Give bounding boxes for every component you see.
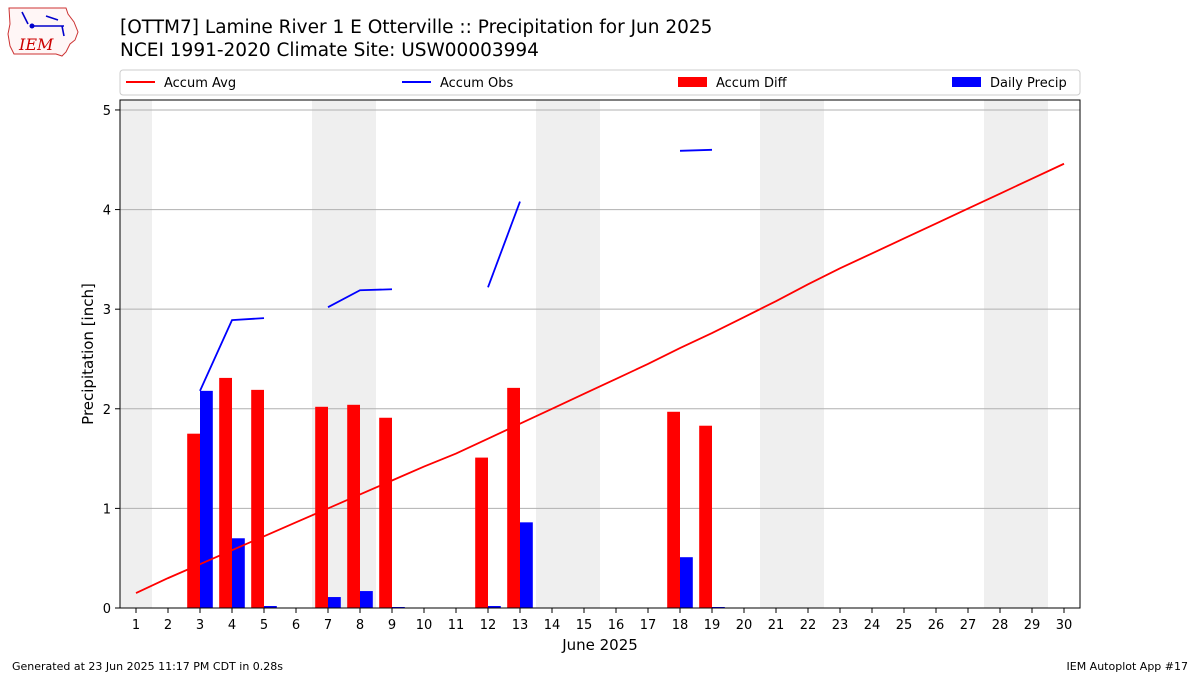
x-tick-label-11: 11 [448, 618, 465, 633]
legend-swatch-4 [952, 77, 981, 87]
daily-precip-bar-18 [680, 557, 693, 608]
x-tick-label-7: 7 [324, 618, 332, 633]
accum-avg-line [135, 162, 1065, 594]
x-tick-label-10: 10 [416, 618, 433, 633]
accum-diff-bar-8 [347, 404, 360, 608]
accum-diff-bar-13 [507, 387, 520, 608]
daily-precip-bar-8 [360, 591, 373, 608]
logo-text: IEM [18, 35, 54, 54]
x-tick-label-9: 9 [388, 618, 396, 633]
x-tick-label-26: 26 [928, 618, 945, 633]
x-tick-label-14: 14 [544, 618, 561, 633]
accum-diff-bar-12 [475, 457, 488, 608]
x-tick-label-20: 20 [736, 618, 753, 633]
y-tick-label-3: 3 [103, 303, 111, 318]
weekend-band-29 [1016, 100, 1048, 608]
iem-logo: IEM [7, 7, 79, 57]
chart-subtitle: NCEI 1991-2020 Climate Site: USW00003994 [120, 40, 539, 61]
accum-diff-bar-5 [251, 389, 264, 608]
x-tick-label-15: 15 [576, 618, 593, 633]
y-tick-label-5: 5 [103, 104, 111, 119]
weekend-band-22 [792, 100, 824, 608]
accum-diff-bar-9 [379, 417, 392, 608]
accum-diff-bar-18 [667, 411, 680, 608]
x-tick-label-21: 21 [768, 618, 785, 633]
app-note: IEM Autoplot App #17 [1066, 660, 1189, 673]
weekend-band-28 [984, 100, 1016, 608]
accum-diff-bar-3 [187, 433, 200, 608]
legend-label-4: Daily Precip [990, 76, 1067, 91]
legend-box [119, 69, 1081, 96]
accum-obs-line-1 [199, 317, 265, 392]
x-tick-label-30: 30 [1056, 618, 1073, 633]
legend-label-2: Accum Obs [440, 76, 513, 91]
x-tick-label-28: 28 [992, 618, 1009, 633]
accum-obs-line-4 [679, 148, 713, 152]
y-axis-label: Precipitation [inch] [79, 283, 97, 425]
legend-swatch-3 [678, 77, 707, 87]
accum-obs-line-3 [487, 201, 521, 288]
x-tick-label-12: 12 [480, 618, 497, 633]
legend-label-1: Accum Avg [164, 76, 236, 91]
x-tick-label-6: 6 [292, 618, 300, 633]
daily-precip-bar-3 [200, 390, 213, 608]
weekend-band-14 [536, 100, 568, 608]
x-tick-label-3: 3 [196, 618, 204, 633]
daily-precip-bar-5 [264, 606, 277, 608]
x-tick-label-29: 29 [1024, 618, 1041, 633]
x-tick-label-13: 13 [512, 618, 529, 633]
plot-frame [119, 99, 1081, 609]
legend-label-3: Accum Diff [716, 76, 788, 91]
x-axis-label: June 2025 [561, 636, 638, 654]
x-tick-label-27: 27 [960, 618, 977, 633]
y-tick-label-0: 0 [103, 602, 111, 617]
x-tick-label-5: 5 [260, 618, 268, 633]
y-tick-label-1: 1 [103, 502, 111, 517]
y-tick-label-4: 4 [103, 204, 111, 219]
accum-diff-bar-19 [699, 425, 712, 608]
chart-title: [OTTM7] Lamine River 1 E Otterville :: P… [120, 17, 713, 38]
daily-precip-bar-12 [488, 606, 501, 608]
x-tick-label-19: 19 [704, 618, 721, 633]
x-tick-label-23: 23 [832, 618, 849, 633]
x-tick-label-16: 16 [608, 618, 625, 633]
x-tick-label-24: 24 [864, 618, 881, 633]
weekend-band-1 [120, 100, 152, 608]
accum-obs-line-2 [327, 288, 393, 308]
x-tick-label-2: 2 [164, 618, 172, 633]
daily-precip-bar-7 [328, 597, 341, 608]
generated-note: Generated at 23 Jun 2025 11:17 PM CDT in… [12, 660, 284, 673]
daily-precip-bar-4 [232, 538, 245, 608]
x-tick-label-4: 4 [228, 618, 236, 633]
y-tick-label-2: 2 [103, 403, 111, 418]
accum-diff-bar-4 [219, 377, 232, 608]
x-tick-label-1: 1 [132, 618, 140, 633]
x-tick-label-22: 22 [800, 618, 817, 633]
x-tick-label-17: 17 [640, 618, 657, 633]
x-tick-label-18: 18 [672, 618, 689, 633]
weekend-band-15 [568, 100, 600, 608]
x-tick-label-8: 8 [356, 618, 364, 633]
daily-precip-bar-13 [520, 522, 533, 608]
accum-diff-bar-7 [315, 406, 328, 608]
x-tick-label-25: 25 [896, 618, 913, 633]
weekend-band-21 [760, 100, 792, 608]
